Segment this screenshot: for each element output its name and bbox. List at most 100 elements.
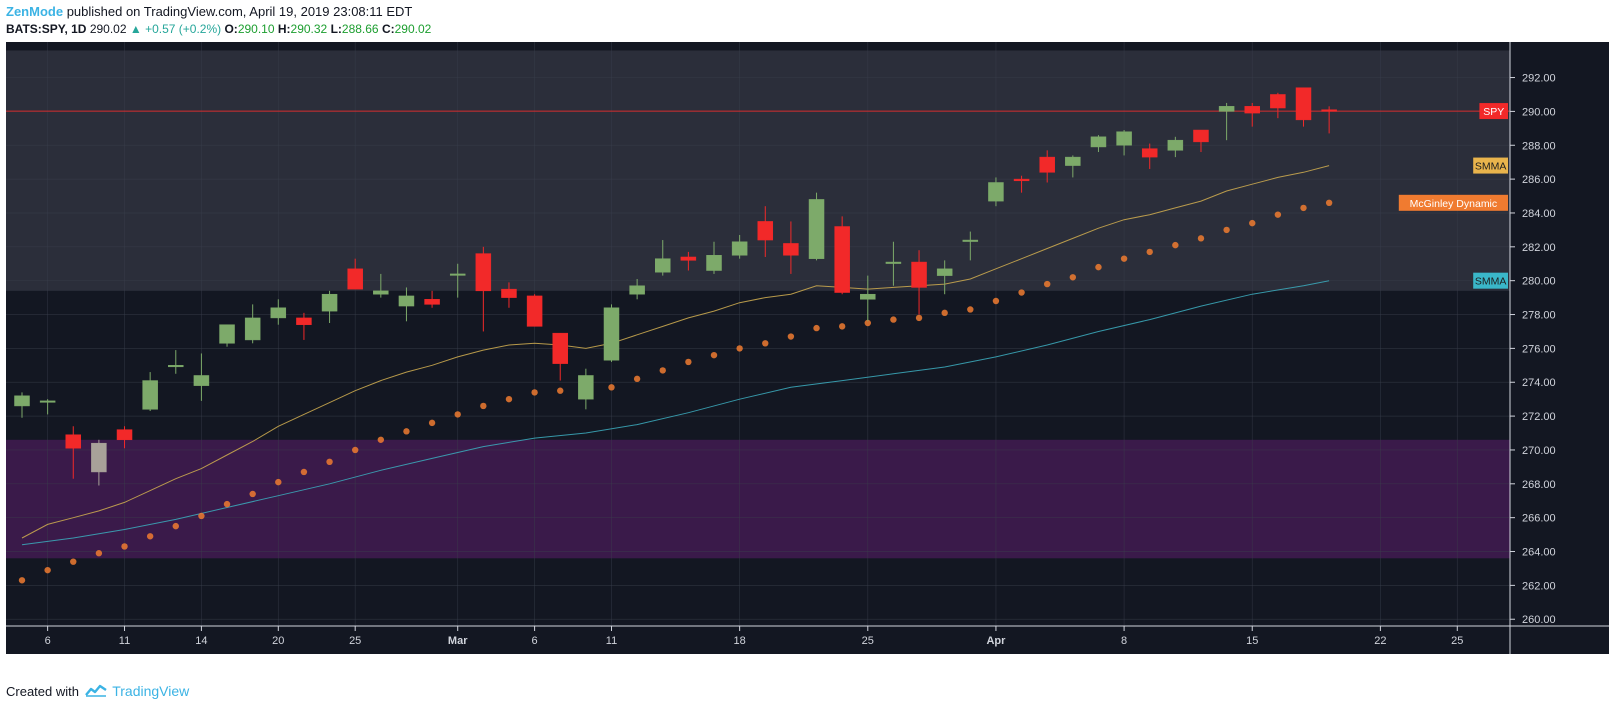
mcginley-dot — [249, 490, 256, 498]
candle-body — [1039, 156, 1055, 173]
mcginley-dot — [1172, 241, 1179, 249]
candle-body — [193, 375, 210, 386]
symbol-label: BATS:SPY, 1D — [6, 22, 87, 36]
mcginley-dot — [223, 500, 231, 508]
candle-body — [860, 293, 876, 300]
series-tag-label: SPY — [1483, 106, 1504, 118]
x-tick-label: 15 — [1246, 635, 1258, 647]
candle-body — [706, 255, 722, 271]
mcginley-dot — [1325, 199, 1333, 207]
x-tick-label: 25 — [349, 635, 361, 647]
y-tick-label: 288.00 — [1522, 140, 1556, 152]
mcginley-dot — [941, 309, 948, 317]
candle-body — [270, 307, 287, 319]
footer: Created with TradingView — [6, 683, 189, 701]
mcginley-dot — [300, 468, 308, 476]
mcginley-dot — [992, 297, 1000, 305]
mcginley-dot — [1223, 226, 1230, 234]
mcginley-dot — [1044, 280, 1051, 288]
mcginley-dot — [275, 478, 282, 486]
candle-body — [321, 293, 338, 312]
x-tick-label: 25 — [862, 635, 874, 647]
mcginley-dot — [1018, 289, 1025, 296]
x-tick-label: 6 — [45, 635, 51, 647]
mcginley-dot — [95, 550, 103, 557]
candle-body — [65, 434, 82, 449]
price-axis — [1510, 42, 1609, 654]
mcginley-dot — [377, 436, 385, 443]
author-link[interactable]: ZenMode — [6, 4, 64, 19]
low-value: 288.66 — [341, 22, 379, 36]
candle-body — [501, 288, 517, 298]
mcginley-dot — [1146, 248, 1153, 256]
mcginley-dot — [1300, 204, 1307, 212]
mcginley-dot — [351, 446, 359, 454]
x-tick-label: 22 — [1374, 635, 1386, 647]
tradingview-brand-link[interactable]: TradingView — [112, 683, 190, 699]
x-tick-label: 20 — [272, 635, 284, 647]
x-tick-label: 6 — [532, 635, 538, 647]
mcginley-dot — [18, 577, 26, 584]
y-tick-label: 284.00 — [1522, 208, 1556, 220]
series-tag-bg — [1479, 103, 1508, 120]
y-tick-label: 282.00 — [1522, 242, 1556, 254]
candle-body — [1295, 87, 1312, 121]
mcginley-dot — [505, 395, 513, 403]
candle-body — [219, 324, 235, 344]
candle-body — [1270, 94, 1286, 109]
mcginley-dot — [480, 402, 487, 410]
series-tag-label: McGinley Dynamic — [1410, 198, 1498, 210]
candle-body — [14, 395, 30, 407]
candle-body — [757, 221, 774, 241]
candle-body — [1244, 106, 1260, 114]
last-price: 290.02 — [89, 22, 127, 36]
candle-body — [1065, 156, 1081, 166]
ohlc-legend: BATS:SPY, 1D 290.02 ▲ +0.57 (+0.2%) O:29… — [6, 22, 431, 36]
mcginley-dot — [710, 351, 718, 359]
mcginley-dot — [762, 340, 769, 347]
series-tag-bg — [1398, 194, 1508, 211]
mcginley-dot — [864, 319, 871, 327]
mcginley-dot — [1197, 235, 1205, 242]
y-tick-label: 280.00 — [1522, 276, 1556, 288]
mcginley-dot — [915, 314, 923, 322]
high-value: 290.32 — [290, 22, 328, 36]
series-tag-label: SMMA — [1475, 276, 1507, 288]
created-with-text: Created with — [6, 684, 79, 699]
candle-body — [1090, 136, 1107, 148]
mcginley-dot — [1274, 211, 1282, 218]
mcginley-dot — [659, 367, 666, 374]
mcginley-dot — [608, 384, 615, 391]
price-chart[interactable]: 292.00 290.00 288.00 286.00 284.00 282.00 280.… — [6, 42, 1609, 654]
candle-body — [168, 365, 184, 368]
candle-body — [1218, 106, 1235, 112]
mcginley-dot — [121, 543, 128, 550]
candle-body — [680, 256, 697, 261]
candle-body — [655, 258, 671, 273]
low-label: L: — [330, 22, 342, 36]
candle-body — [475, 253, 492, 292]
tradingview-logo-icon — [84, 684, 107, 701]
candle-body — [603, 307, 620, 361]
y-tick-label: 268.00 — [1522, 479, 1556, 491]
y-tick-label: 290.00 — [1522, 106, 1556, 118]
mcginley-dot — [326, 458, 333, 466]
candle-body — [936, 268, 953, 276]
x-tick-label: Apr — [986, 635, 1006, 647]
y-tick-label: 272.00 — [1522, 411, 1556, 423]
y-tick-label: 276.00 — [1522, 343, 1556, 355]
open-label: O: — [224, 22, 238, 36]
candle-body — [834, 226, 850, 293]
candle-body — [1167, 139, 1184, 151]
candle-body — [1193, 129, 1209, 143]
candle-body — [244, 317, 261, 341]
x-tick-label: 8 — [1121, 635, 1127, 647]
mcginley-dot — [454, 411, 461, 418]
y-tick-label: 274.00 — [1522, 377, 1556, 389]
mcginley-dot — [198, 512, 205, 520]
mcginley-dot — [633, 375, 641, 383]
y-tick-label: 286.00 — [1522, 174, 1556, 186]
time-axis — [6, 626, 1609, 654]
mcginley-dot — [146, 533, 154, 540]
x-tick-label: 25 — [1451, 635, 1463, 647]
